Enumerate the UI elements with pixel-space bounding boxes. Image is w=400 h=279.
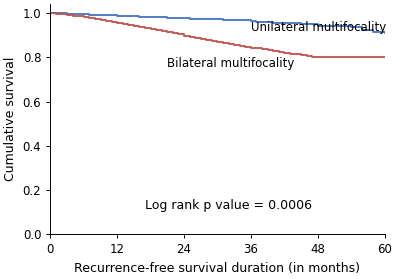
Text: Bilateral multifocality: Bilateral multifocality	[167, 57, 295, 70]
X-axis label: Recurrence-free survival duration (in months): Recurrence-free survival duration (in mo…	[74, 262, 360, 275]
Y-axis label: Cumulative survival: Cumulative survival	[4, 57, 17, 181]
Text: Log rank p value = 0.0006: Log rank p value = 0.0006	[145, 199, 312, 212]
Text: Unilateral multifocality: Unilateral multifocality	[251, 21, 386, 34]
